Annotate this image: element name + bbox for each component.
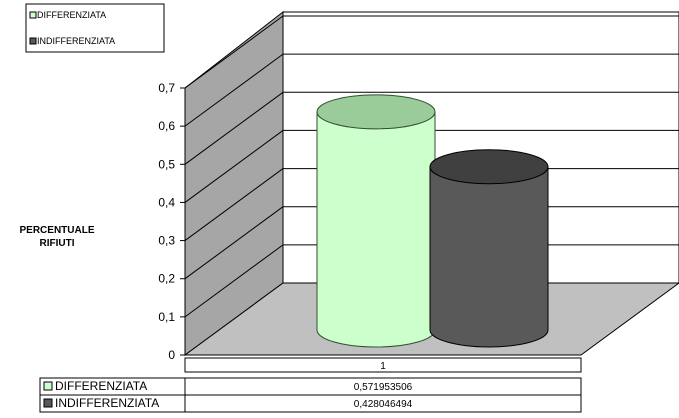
data-table-frame xyxy=(184,357,582,373)
y-axis-title-line-1: PERCENTUALE xyxy=(19,225,94,236)
y-tick-label: 0,4 xyxy=(158,195,175,209)
legend-label-differenziata: DIFFERENZIATA xyxy=(37,10,106,20)
legend-label-indifferenziata: INDIFFERENZIATA xyxy=(37,36,115,46)
legend-swatch-indifferenziata xyxy=(29,37,37,45)
data-table-series-indifferenziata: INDIFFERENZIATA xyxy=(55,396,159,410)
bar-body xyxy=(316,111,436,348)
gridline-side xyxy=(184,168,284,241)
data-table-category: 1 xyxy=(380,361,386,372)
y-axis-title-line-2: RIFIUTI xyxy=(40,238,75,249)
data-table-series-differenziata: DIFFERENZIATA xyxy=(55,379,147,393)
bar-body xyxy=(429,166,549,348)
bar-top xyxy=(429,149,549,185)
data-table-swatch-differenziata xyxy=(43,381,53,391)
bar-top xyxy=(316,94,436,130)
legend-box xyxy=(25,3,165,53)
data-table-value-differenziata: 0,571953506 xyxy=(354,382,413,393)
bar-indifferenziata xyxy=(429,149,549,348)
gridline-side xyxy=(184,206,284,280)
gridline-side xyxy=(184,53,284,127)
gridline-side xyxy=(184,15,284,89)
bar-differenziata xyxy=(316,94,436,348)
data-table-row-indifferenziata xyxy=(39,394,582,413)
gridline-side xyxy=(184,91,284,165)
y-tick-label: 0 xyxy=(168,348,175,362)
y-axis-ticks: 0 0,1 0,2 0,3 0,4 0,5 0,6 0,7 xyxy=(158,81,185,362)
data-table: 1 DIFFERENZIATA 0,571953506 INDIFFERENZI… xyxy=(39,357,582,413)
y-tick-label: 0,6 xyxy=(158,119,175,133)
y-tick-label: 0,7 xyxy=(158,81,175,95)
y-tick-label: 0,2 xyxy=(158,272,175,286)
data-table-swatch-indifferenziata xyxy=(43,398,53,408)
legend: DIFFERENZIATA INDIFFERENZIATA xyxy=(25,3,165,53)
chart-bars xyxy=(316,94,549,348)
y-tick-label: 0,5 xyxy=(158,157,175,171)
y-tick-label: 0,3 xyxy=(158,234,175,248)
y-tick-label: 0,1 xyxy=(158,310,175,324)
gridline-side xyxy=(184,244,284,318)
gridline-side xyxy=(184,130,284,203)
legend-swatch-differenziata xyxy=(29,11,37,19)
data-table-value-indifferenziata: 0,428046494 xyxy=(354,399,413,410)
